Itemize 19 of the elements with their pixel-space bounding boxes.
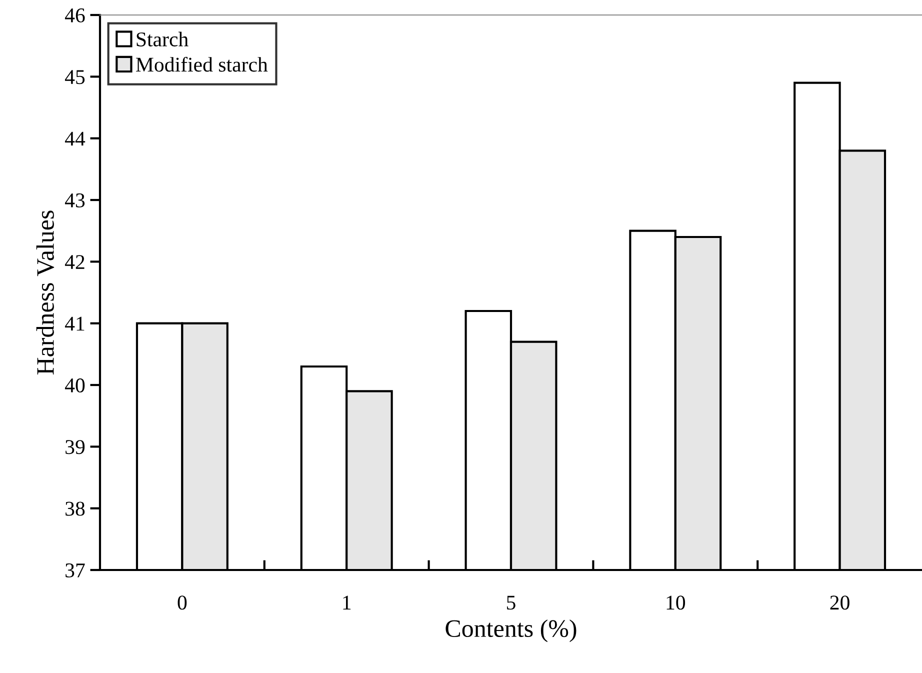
x-tick-label: 5 — [507, 596, 516, 610]
y-tick-label: 43 — [64, 193, 85, 208]
x-axis-title: Contents (%) — [446, 619, 576, 642]
y-tick-label: 46 — [64, 8, 85, 22]
y-tick-label: 40 — [64, 378, 85, 392]
y-tick-label: 38 — [66, 502, 85, 516]
y-tick-label: 39 — [66, 440, 85, 454]
y-tick-label: 41 — [64, 316, 84, 331]
y-tick-label: 44 — [64, 132, 86, 146]
x-tick-label: 0 — [178, 596, 187, 610]
x-tick-label: 1 — [343, 596, 351, 610]
y-tick-label: 37 — [66, 563, 85, 578]
x-tick-label: 10 — [666, 596, 686, 610]
legend-label: Modified starch — [136, 56, 268, 72]
legend-label: Starch — [136, 32, 188, 46]
y-tick-label: 45 — [64, 70, 85, 84]
y-tick-label: 42 — [64, 255, 84, 269]
x-tick-label: 20 — [830, 596, 850, 610]
y-axis-title: Hardness Values — [36, 210, 54, 375]
